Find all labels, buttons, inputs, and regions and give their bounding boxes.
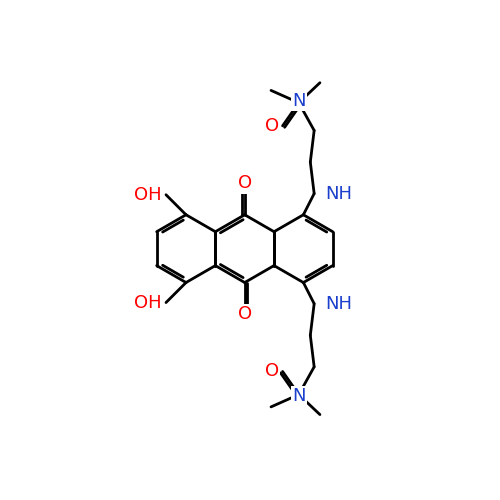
Text: O: O <box>238 305 252 323</box>
Text: N: N <box>292 388 306 406</box>
Text: NH: NH <box>325 294 352 312</box>
Text: NH: NH <box>325 184 352 202</box>
Text: N: N <box>292 92 306 110</box>
Text: O: O <box>264 117 278 135</box>
Text: OH: OH <box>134 186 162 204</box>
Text: O: O <box>264 362 278 380</box>
Text: O: O <box>238 174 252 192</box>
Text: OH: OH <box>134 294 162 312</box>
